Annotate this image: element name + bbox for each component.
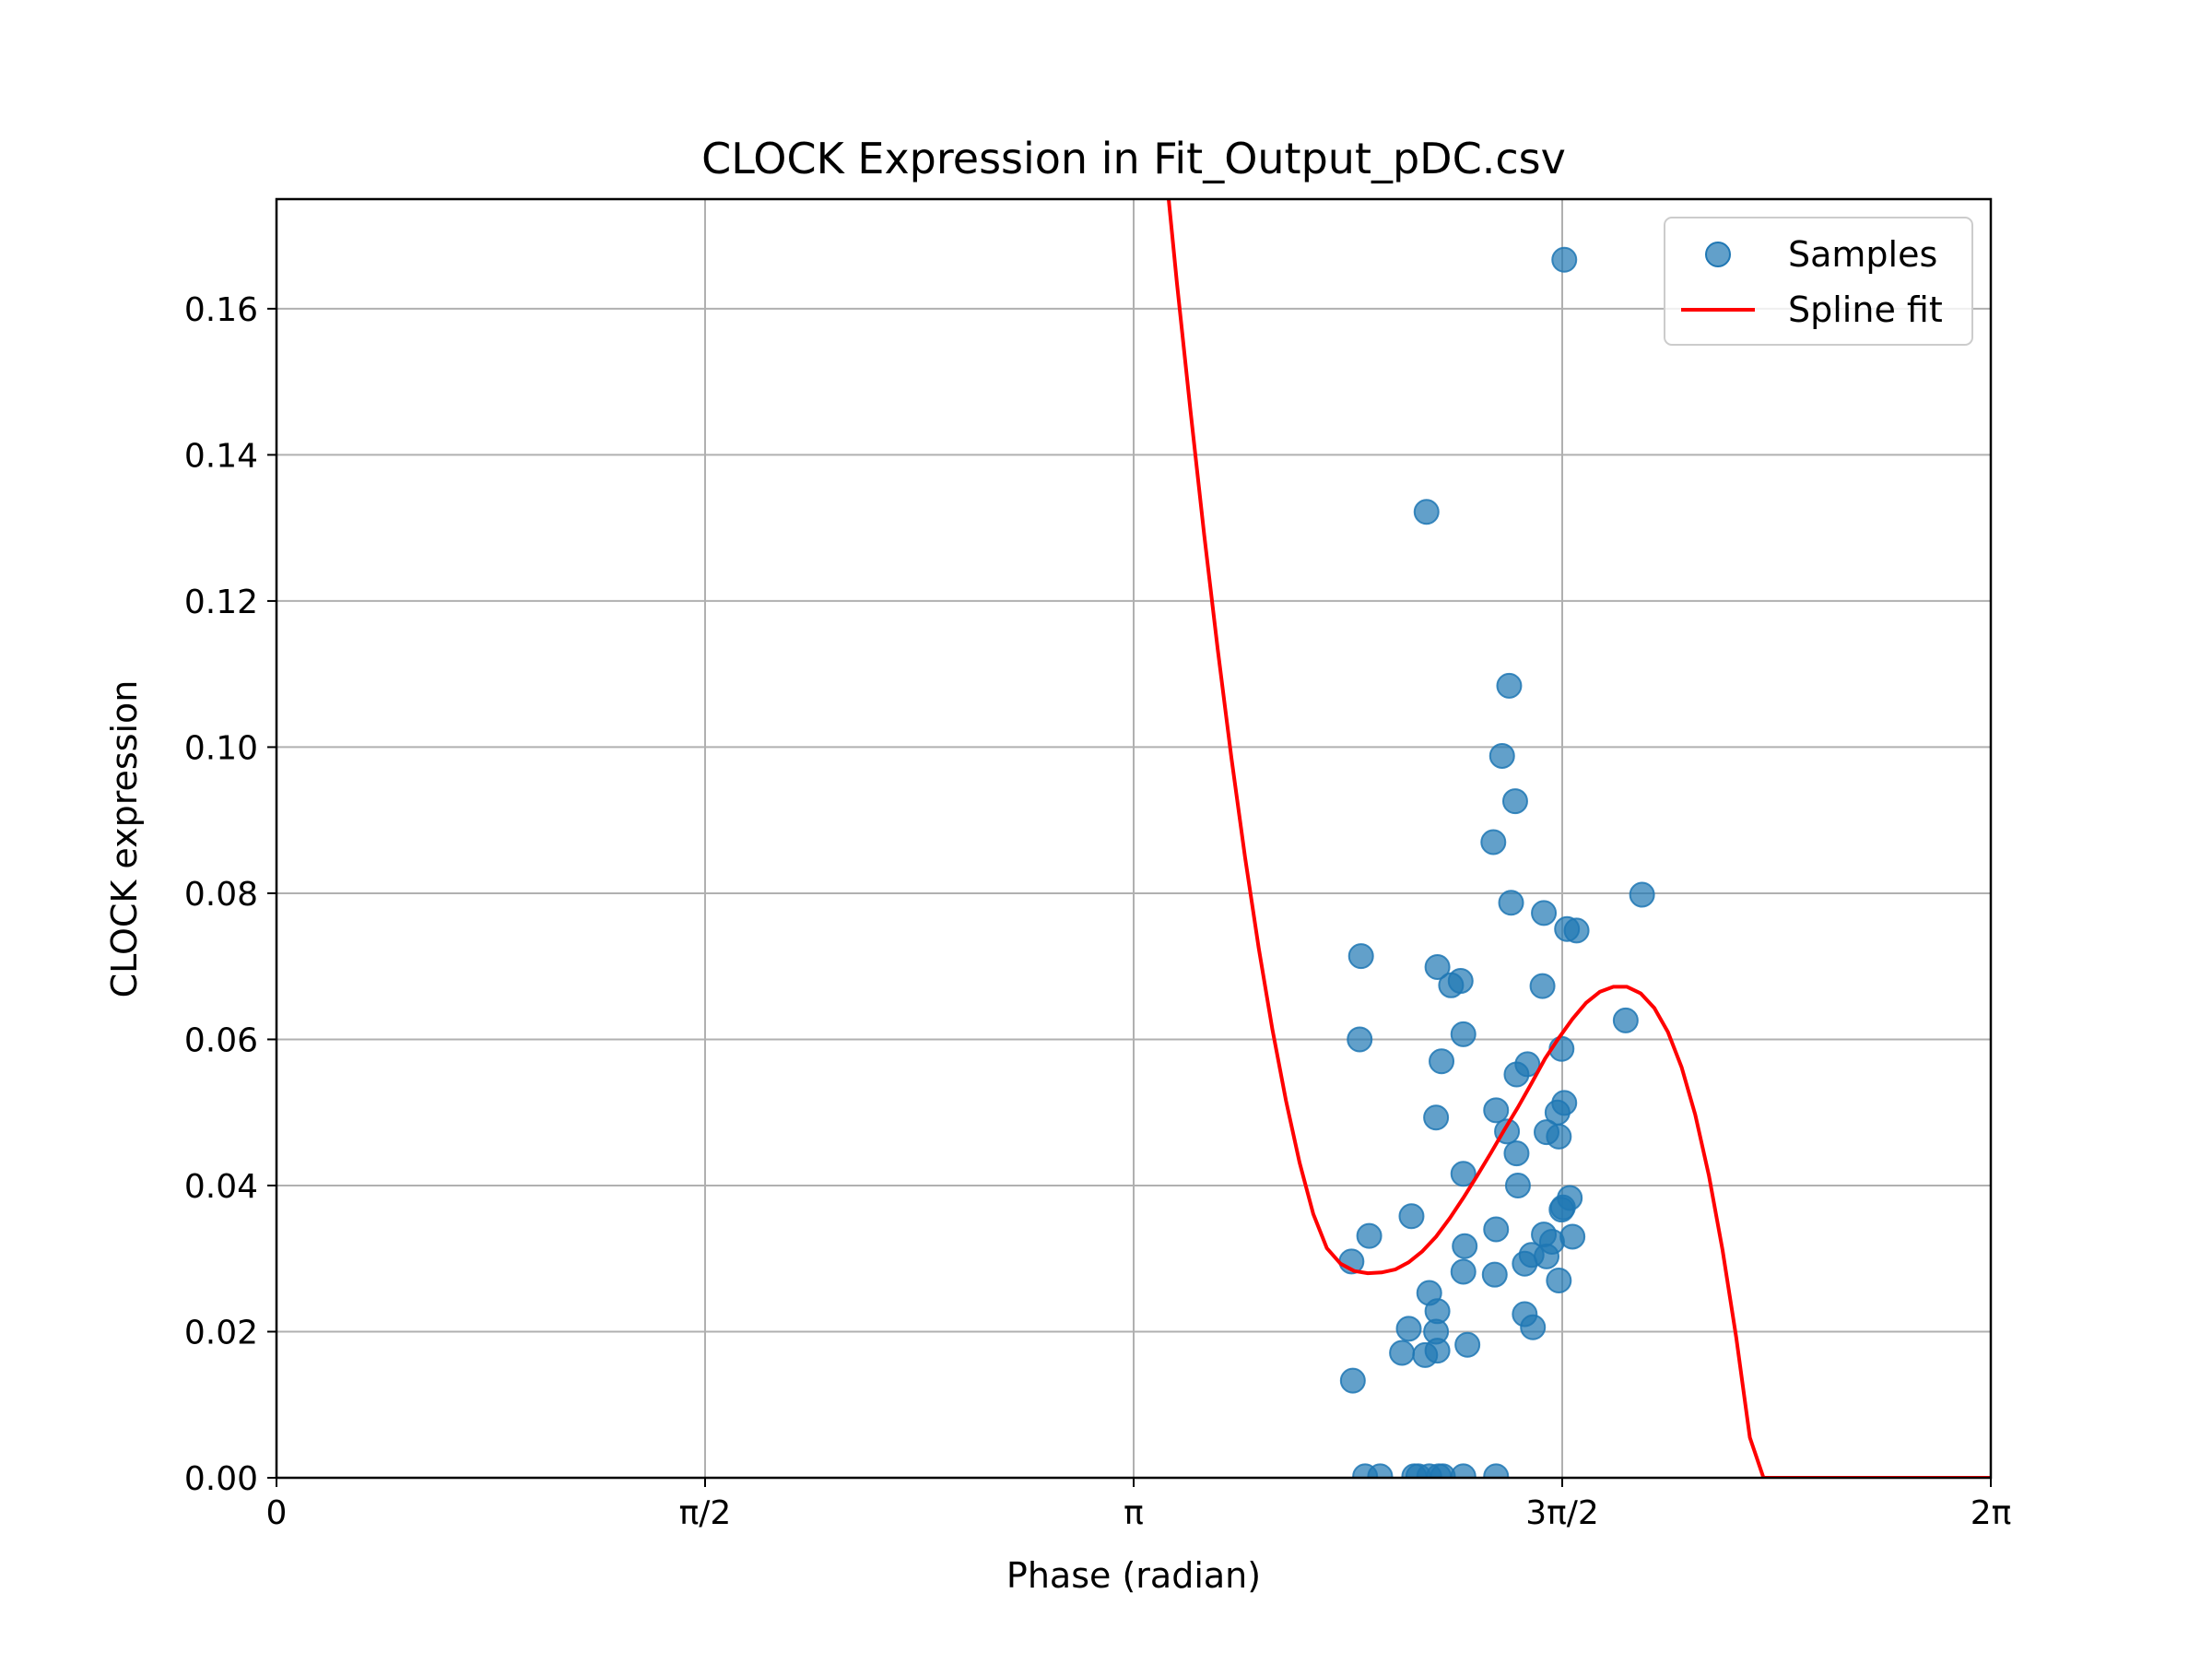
sample-point (1483, 1097, 1510, 1124)
x-tick-label: 0 (266, 1494, 288, 1532)
sample-point (1504, 1172, 1531, 1198)
sample-point (1423, 1104, 1450, 1131)
sample-point (1531, 900, 1558, 926)
sample-point (1450, 1463, 1477, 1478)
sample-point (1483, 1216, 1510, 1243)
sample-point (1450, 1258, 1477, 1285)
sample-point (1563, 917, 1590, 944)
legend-spline-label: Spline fit (1788, 289, 1943, 330)
legend-samples-label: Samples (1788, 234, 1937, 275)
sample-point (1546, 1123, 1572, 1150)
x-tick-label: π (1124, 1494, 1144, 1532)
sample-point (1483, 1463, 1510, 1478)
sample-point (1424, 953, 1451, 980)
sample-point (1356, 1222, 1382, 1249)
sample-point (1395, 1316, 1422, 1342)
x-tick-label: 2π (1971, 1494, 2012, 1532)
y-tick-label: 0.08 (184, 876, 258, 914)
sample-point (1347, 943, 1374, 970)
legend-samples-marker (1705, 242, 1731, 267)
sample-point (1501, 788, 1528, 815)
sample-point (1450, 1021, 1477, 1047)
sample-point (1488, 742, 1515, 769)
sample-point (1367, 1463, 1394, 1478)
y-tick-label: 0.02 (184, 1314, 258, 1351)
sample-point (1454, 1331, 1481, 1358)
sample-point (1559, 1223, 1586, 1250)
y-tick-label: 0.06 (184, 1021, 258, 1059)
legend: Samples Spline fit (1664, 217, 1973, 346)
chart-title: CLOCK Expression in Fit_Output_pDC.csv (701, 134, 1566, 183)
sample-point (1551, 246, 1578, 273)
y-tick-label: 0.00 (184, 1460, 258, 1498)
sample-point (1480, 829, 1507, 856)
sample-point (1503, 1061, 1530, 1088)
sample-point (1629, 881, 1655, 908)
sample-point (1452, 1233, 1478, 1259)
sample-point (1413, 499, 1440, 525)
grid-layer (276, 199, 1992, 1479)
spline-fit-line (1167, 199, 1991, 1478)
sample-point (1512, 1250, 1538, 1277)
y-tick-label: 0.12 (184, 584, 258, 621)
sample-point (1429, 1048, 1455, 1075)
legend-box (1664, 217, 1973, 346)
y-tick-label: 0.04 (184, 1168, 258, 1206)
plot-area (1167, 199, 1991, 1478)
sample-point (1503, 1140, 1530, 1167)
sample-point (1546, 1268, 1572, 1294)
y-axis-label: CLOCK expression (104, 680, 145, 998)
sample-point (1424, 1338, 1451, 1364)
sample-point (1548, 1197, 1575, 1223)
sample-point (1534, 1243, 1560, 1269)
sample-point (1612, 1007, 1639, 1033)
x-tick-label: π/2 (679, 1494, 732, 1532)
y-tick-label: 0.16 (184, 291, 258, 329)
sample-point (1438, 972, 1465, 998)
sample-point (1339, 1367, 1366, 1394)
sample-point (1481, 1261, 1508, 1288)
y-tick-label: 0.14 (184, 437, 258, 475)
axis-ticks: 0 π/2 π 3π/2 2π 0.00 0.02 0.04 0.06 0.08 0.10 0.12 0… (184, 291, 2011, 1532)
sample-point (1389, 1339, 1416, 1366)
sample-point (1347, 1026, 1373, 1053)
x-tick-label: 3π/2 (1525, 1494, 1599, 1532)
sample-point (1398, 1203, 1425, 1230)
x-axis-label: Phase (radian) (1006, 1555, 1261, 1596)
sample-point (1450, 1161, 1477, 1187)
sample-point (1496, 672, 1523, 699)
sample-point (1520, 1314, 1547, 1340)
sample-point (1498, 890, 1524, 916)
sample-point (1529, 973, 1556, 999)
y-tick-label: 0.10 (184, 729, 258, 767)
